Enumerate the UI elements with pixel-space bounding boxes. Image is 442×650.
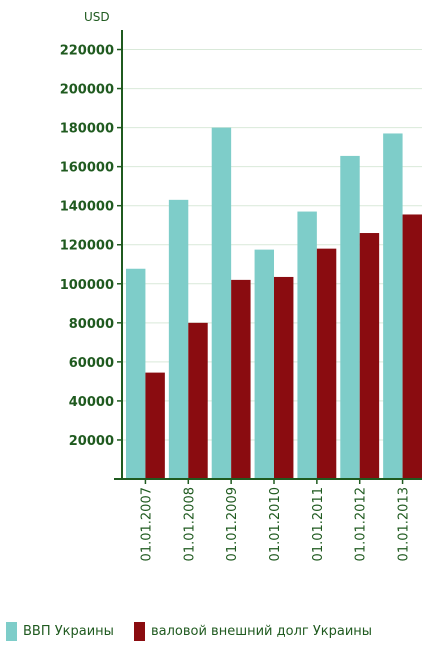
y-tick-label: 160000 (60, 161, 114, 176)
y-tick-label: 40000 (69, 395, 114, 410)
bar-debt-01.01.2013 (402, 214, 422, 479)
axes (114, 30, 422, 480)
bar-gdp-01.01.2008 (168, 199, 189, 480)
y-tick-label: 100000 (60, 278, 114, 293)
x-tick-label: 01.01.2009 (225, 487, 240, 561)
x-tick-label: 01.01.2011 (311, 487, 326, 561)
x-tick-label: 01.01.2008 (182, 487, 197, 561)
x-tick-label: 01.01.2013 (397, 487, 412, 561)
bar-gdp-01.01.2013 (383, 133, 403, 479)
legend-swatch-debt (133, 621, 145, 641)
bar-debt-01.01.2009 (231, 279, 251, 479)
legend-label-debt: валовой внешний долг Украины (150, 623, 373, 639)
bar-debt-01.01.2010 (274, 276, 294, 479)
legend-item-debt: валовой внешний долг Украины (133, 621, 373, 641)
y-tick-label: 20000 (69, 434, 114, 449)
y-tick-label: 140000 (60, 200, 114, 215)
x-tick-labels: 01.01.2007 01.01.2008 01.01.2009 01.01.2010… (139, 479, 412, 561)
bar-gdp-01.01.2007 (126, 268, 146, 479)
bar-debt-01.01.2007 (145, 372, 165, 479)
y-tick-label: 120000 (60, 239, 114, 254)
legend-item-gdp: ВВП Украины (6, 621, 114, 641)
y-tick-labels: 20000 40000 60000 80000 100000 120000 140000 16… (60, 44, 122, 449)
x-tick-label: 01.01.2007 (139, 487, 154, 561)
x-tick-label: 01.01.2010 (268, 487, 283, 561)
y-tick-label: 200000 (60, 83, 114, 98)
y-axis-unit-label: USD (84, 10, 110, 24)
bar-gdp-01.01.2009 (211, 127, 232, 479)
bar-gdp-01.01.2011 (297, 211, 317, 479)
y-tick-label: 180000 (60, 122, 114, 137)
y-tick-label: 60000 (69, 356, 114, 371)
legend-label-gdp: ВВП Украины (23, 623, 114, 639)
legend: ВВП Украины валовой внешний долг Украины (6, 618, 438, 644)
bar-gdp-01.01.2012 (340, 155, 360, 479)
legend-swatch-gdp (6, 621, 17, 641)
bar-gdp-01.01.2010 (254, 249, 274, 479)
bar-debt-01.01.2012 (359, 233, 380, 479)
bars (126, 127, 422, 480)
y-tick-label: 220000 (60, 44, 114, 59)
y-tick-label: 80000 (69, 317, 114, 332)
bar-debt-01.01.2008 (188, 322, 208, 479)
bar-debt-01.01.2011 (316, 248, 337, 479)
x-tick-label: 01.01.2012 (354, 487, 369, 561)
